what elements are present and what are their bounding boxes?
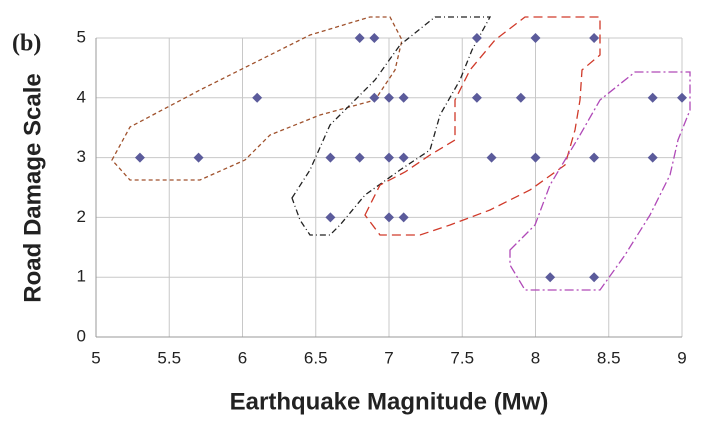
point (398, 212, 409, 223)
cluster-outline (364, 16, 601, 236)
x-tick-label: 8 (531, 348, 540, 367)
point (325, 212, 336, 223)
point (647, 92, 658, 103)
x-tick-label: 8.5 (597, 348, 621, 367)
chart-title: (b) (12, 31, 41, 57)
point (369, 33, 380, 43)
x-tick-label: 7.5 (450, 348, 474, 367)
point (530, 33, 541, 43)
point (677, 92, 687, 103)
cluster-outline (291, 16, 492, 236)
x-tick-label: 9 (677, 348, 686, 367)
y-tick-label: 5 (77, 27, 86, 46)
point (398, 92, 409, 103)
point (384, 152, 394, 163)
point (354, 152, 365, 163)
y-tick-label: 4 (77, 87, 86, 106)
x-axis-label: Earthquake Magnitude (Mw) (230, 388, 549, 415)
point (384, 92, 394, 103)
cluster-outline (111, 16, 403, 181)
point (545, 272, 556, 283)
point (515, 92, 526, 103)
point (325, 152, 336, 163)
y-tick-label: 1 (77, 267, 86, 286)
grid (95, 37, 683, 338)
point (252, 92, 263, 103)
point (530, 152, 541, 163)
y-tick-label: 0 (77, 326, 86, 345)
point (647, 152, 658, 163)
y-tick-label: 3 (77, 147, 86, 166)
point (486, 152, 497, 163)
x-tick-label: 6 (238, 348, 247, 367)
point (589, 33, 600, 43)
point (589, 272, 600, 283)
y-axis-label: Road Damage Scale (19, 73, 46, 302)
x-tick-label: 6.5 (304, 348, 328, 367)
point (134, 152, 145, 163)
point (369, 92, 380, 103)
x-tick-label: 5.5 (157, 348, 181, 367)
point (193, 152, 204, 163)
point (398, 152, 409, 163)
point (589, 152, 600, 163)
cluster-outline (509, 71, 691, 291)
point (384, 212, 394, 223)
y-tick-label: 2 (77, 207, 86, 226)
point (354, 33, 365, 43)
point (471, 92, 482, 103)
x-tick-label: 7 (384, 348, 393, 367)
x-tick-label: 5 (91, 348, 100, 367)
point (471, 33, 482, 43)
